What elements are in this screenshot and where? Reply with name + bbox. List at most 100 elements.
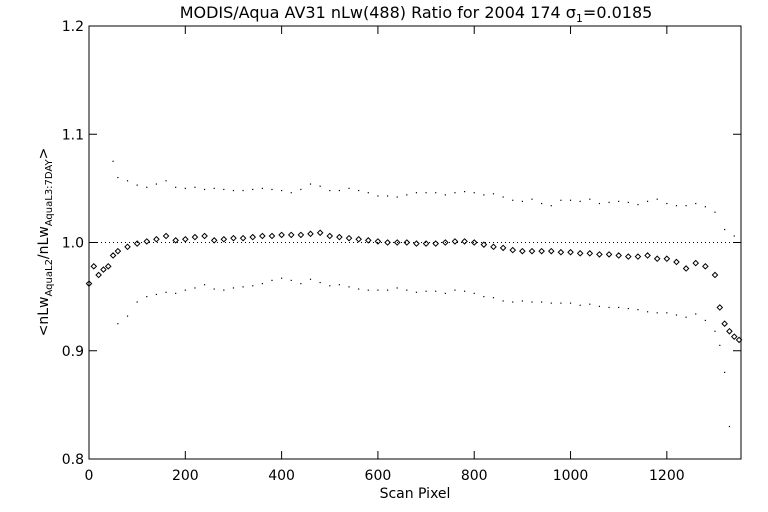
lower-bound-point: [435, 290, 437, 292]
lower-bound-point: [685, 316, 687, 318]
mean-ratio-point: [644, 252, 651, 259]
mean-ratio-point: [124, 243, 131, 251]
lower-bound-point: [608, 306, 610, 309]
mean-ratio-point: [172, 237, 179, 244]
upper-bound-point: [184, 187, 186, 189]
y-axis-label-part-5: >: [36, 148, 52, 160]
upper-bound-point: [435, 192, 437, 194]
mean-ratio-point: [716, 304, 724, 311]
lower-bound-point: [618, 306, 620, 309]
lower-bound-point: [444, 292, 446, 294]
upper-bound-point: [444, 194, 446, 196]
x-axis-ticks: 0 200 400 600 800 1000 1200: [85, 26, 685, 484]
upper-bound-point: [406, 194, 408, 196]
upper-bound-point: [203, 188, 206, 191]
mean-ratio-point: [143, 238, 151, 245]
mean-ratio-point: [326, 232, 334, 240]
mean-ratio-point: [682, 265, 690, 272]
upper-bound-point: [300, 188, 302, 191]
mean-ratio-point: [528, 247, 536, 255]
mean-ratio-point: [90, 263, 98, 270]
mean-ratio-point: [509, 246, 517, 254]
upper-bound-point: [175, 186, 177, 188]
upper-bound-point: [608, 201, 610, 204]
lower-bound-point: [358, 288, 360, 290]
upper-bound-point: [117, 176, 119, 179]
lower-bound-point: [136, 301, 138, 303]
mean-ratio-point: [413, 240, 420, 247]
mean-ratio-point: [711, 271, 719, 279]
lower-bound-point: [550, 302, 552, 304]
lower-bound-point: [675, 314, 678, 316]
y-tick-label: 0.9: [62, 344, 84, 360]
mean-ratio-point: [726, 327, 733, 335]
lower-bound-point: [232, 287, 235, 289]
mean-ratio-point: [85, 280, 93, 287]
lower-bound-point: [290, 279, 292, 281]
mean-ratio-point: [230, 234, 237, 242]
lower-bound-point: [146, 296, 148, 298]
upper-bound-point: [348, 187, 350, 189]
upper-bound-point: [685, 205, 687, 207]
mean-ratio-point: [109, 252, 117, 259]
lower-bound-point: [627, 307, 629, 310]
lower-bound-point: [203, 284, 206, 286]
mean-ratio-point: [153, 235, 160, 243]
upper-bound-point: [454, 192, 456, 194]
upper-bound-point: [666, 202, 668, 205]
lower-bound-point: [396, 287, 398, 289]
mean-ratio-point: [567, 248, 574, 256]
upper-bound-point: [386, 195, 389, 197]
chart-title-main: MODIS/Aqua AV31 nLw(488) Ratio for 2004 …: [180, 3, 576, 22]
y-axis-label-part-1: <nLw: [36, 296, 52, 336]
mean-ratio-point: [162, 232, 170, 240]
mean-ratio-point: [104, 263, 112, 270]
mean-ratio-point: [403, 239, 411, 246]
upper-bound-point: [492, 193, 495, 195]
upper-bound-point: [724, 228, 726, 231]
y-axis-label: <nLwAquaL2/nLwAquaL3:7DAY>: [36, 148, 55, 337]
lower-bound-point: [300, 283, 302, 285]
lower-bound-point: [261, 283, 263, 285]
mean-ratio-point: [307, 230, 314, 238]
lower-bound-point: [656, 312, 658, 314]
lower-bound-point: [406, 289, 408, 291]
mean-ratio-point: [278, 231, 285, 239]
mean-ratio-point: [557, 248, 565, 256]
mean-ratio-point: [538, 247, 545, 255]
mean-ratio-point: [336, 233, 343, 241]
upper-bound-point: [155, 183, 158, 185]
mean-ratio-point: [268, 232, 276, 240]
mean-ratio-point: [345, 234, 353, 242]
upper-bound-point: [319, 185, 321, 187]
upper-bound-point: [473, 192, 475, 194]
mean-ratio-point: [297, 231, 305, 239]
mean-ratio-point: [181, 235, 189, 243]
upper-bound-series: [112, 160, 735, 237]
mean-ratio-point: [692, 259, 700, 267]
mean-ratio-point: [100, 266, 107, 273]
upper-bound-point: [126, 180, 129, 182]
mean-ratio-point: [499, 244, 507, 252]
mean-ratio-point: [519, 247, 526, 255]
mean-ratio-point: [480, 241, 488, 248]
y-axis-label-part-3: /nLw: [36, 226, 52, 259]
mean-ratio-point: [259, 232, 266, 240]
lower-bound-point: [666, 312, 668, 314]
lower-bound-point: [473, 292, 475, 294]
upper-bound-point: [271, 188, 273, 191]
lower-bound-point: [728, 425, 731, 428]
y-tick-label: 1.0: [62, 236, 84, 252]
mean-ratio-point: [721, 320, 728, 327]
mean-ratio-point: [201, 232, 208, 240]
mean-ratio-point: [653, 255, 661, 263]
upper-bound-point: [714, 211, 716, 213]
upper-bound-point: [367, 192, 369, 194]
lower-bound-point: [175, 292, 177, 294]
x-tick-label: 800: [461, 468, 488, 484]
x-tick-label: 0: [85, 468, 94, 484]
upper-bound-point: [695, 202, 697, 205]
lower-bound-point: [695, 313, 697, 315]
mean-ratio-point: [364, 237, 372, 244]
